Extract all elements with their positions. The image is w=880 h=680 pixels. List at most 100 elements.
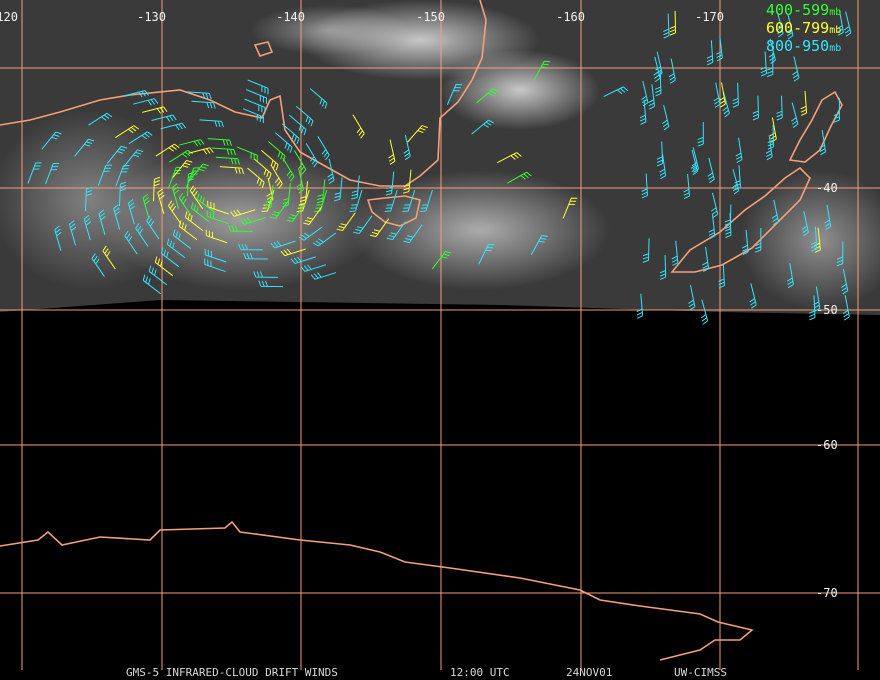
wind-barb	[776, 12, 784, 38]
wind-barb	[407, 125, 428, 143]
wind-barb	[157, 188, 165, 214]
wind-barb	[760, 51, 768, 77]
legend-range: 400-599	[766, 1, 829, 19]
wind-barb	[290, 256, 316, 265]
wind-barb	[280, 248, 306, 257]
wind-barb	[288, 114, 307, 136]
wind-barb	[562, 197, 578, 219]
wind-barb	[169, 149, 193, 163]
wind-barb	[219, 166, 245, 175]
wind-barb	[786, 262, 794, 289]
wind-barb	[533, 60, 551, 81]
wind-barb	[142, 274, 162, 295]
footer: GMS-5 INFRARED-CLOUD DRIFT WINDS 12:00 U…	[126, 666, 727, 679]
wind-barb	[244, 98, 266, 114]
wind-barb	[819, 130, 827, 156]
wind-barb	[286, 203, 306, 222]
wind-barb	[188, 163, 209, 182]
wind-barb	[659, 255, 667, 280]
legend-unit: mb	[829, 7, 841, 18]
wind-barb	[327, 158, 335, 185]
wind-barb	[160, 247, 180, 268]
lat-label: -70	[816, 586, 838, 600]
wind-barb	[282, 183, 291, 208]
legend-range: 800-950	[766, 37, 829, 55]
legend-range: 600-799	[766, 19, 829, 37]
wind-barb	[293, 150, 307, 175]
wind-barb	[731, 169, 740, 195]
wind-barb	[814, 227, 821, 253]
wind-barb	[349, 189, 363, 212]
wind-barb	[269, 200, 289, 219]
wind-barb	[446, 84, 463, 105]
wind-barb	[187, 91, 212, 100]
wind-barb	[419, 189, 433, 212]
wind-barb	[641, 173, 648, 199]
wind-barb	[808, 295, 816, 321]
wind-barb	[211, 147, 236, 156]
wind-barb	[639, 99, 647, 125]
wind-barb	[353, 215, 373, 235]
wind-barb	[299, 181, 309, 206]
wind-barb	[270, 240, 296, 249]
wind-barb	[351, 175, 360, 200]
wind-barb	[836, 10, 844, 36]
wind-barb	[199, 119, 224, 128]
wind-barb	[683, 173, 691, 200]
wind-barb	[282, 157, 295, 182]
wind-barb	[190, 202, 210, 222]
wind-barb	[115, 165, 130, 187]
wind-barb	[833, 98, 840, 123]
wind-barb	[247, 167, 265, 189]
wind-barb	[83, 214, 92, 241]
wind-barb	[207, 200, 229, 215]
wind-barb	[118, 181, 127, 207]
wind-barb	[296, 168, 304, 194]
wind-barb	[663, 13, 670, 39]
wind-barb	[724, 213, 732, 239]
wind-barb	[507, 171, 532, 184]
latitude-labels: -40 -50 -60 -70	[816, 181, 838, 600]
wind-barb	[668, 58, 676, 84]
wind-barb	[124, 230, 138, 255]
wind-barb	[800, 90, 808, 116]
wind-barb	[648, 84, 656, 110]
wind-barb	[791, 102, 799, 128]
longitude-labels: -120 -130 -140 -150 -160 -170	[0, 10, 724, 24]
wind-barb	[716, 36, 723, 62]
legend-item: 800-950mb	[766, 37, 841, 55]
wind-barb	[142, 106, 168, 114]
wind-barb	[275, 132, 293, 153]
wind-barb	[98, 209, 106, 235]
wind-barb	[172, 159, 193, 178]
wind-barb	[402, 169, 412, 194]
wind-barb	[732, 82, 739, 108]
wind-barb	[155, 143, 180, 157]
wind-barb	[97, 164, 112, 186]
wind-barb	[655, 71, 662, 97]
wind-barb	[178, 192, 193, 217]
wind-barb	[659, 153, 667, 180]
wind-barbs	[27, 10, 852, 325]
wind-barb	[708, 214, 716, 240]
wind-barb	[228, 225, 253, 232]
wind-barb	[836, 241, 844, 267]
wind-barb	[102, 245, 116, 270]
legend: 400-599mb 600-799mb 800-950mb	[766, 1, 841, 55]
lon-label: -160	[556, 10, 585, 24]
wind-barb	[718, 82, 726, 108]
wind-barb	[243, 252, 268, 260]
wind-barb	[305, 143, 318, 168]
wind-barb	[776, 95, 783, 121]
footer-time: 12:00 UTC	[450, 666, 510, 679]
wind-barb	[242, 108, 264, 124]
wind-barb	[160, 122, 186, 131]
wind-barb	[653, 56, 661, 83]
wind-barb	[310, 272, 337, 280]
wind-barb	[204, 258, 226, 273]
wind-barb	[786, 14, 794, 40]
lon-label: -120	[0, 10, 18, 24]
wind-barb	[191, 100, 216, 109]
wind-barb	[671, 240, 679, 266]
legend-item: 400-599mb	[766, 1, 841, 19]
